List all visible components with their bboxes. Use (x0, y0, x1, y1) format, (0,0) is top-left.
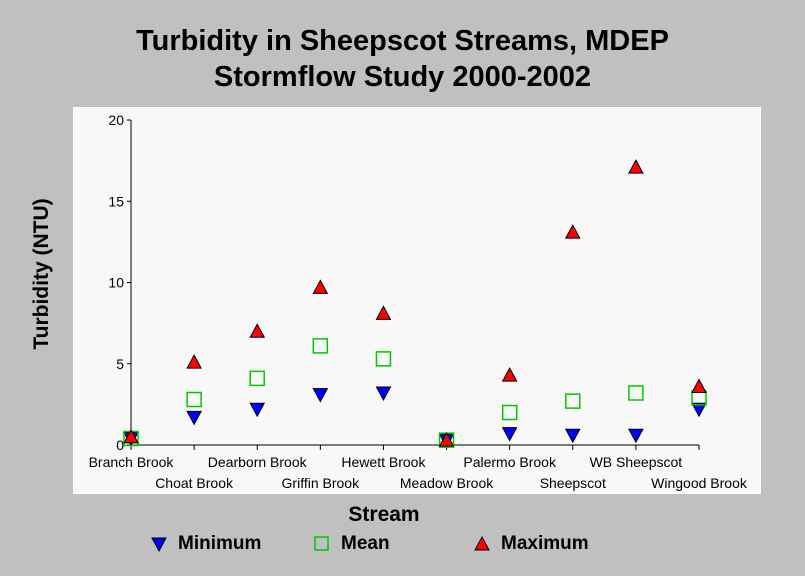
x-tick-label: Dearborn Brook (208, 454, 308, 470)
minimum-point (375, 386, 392, 402)
chart-title: Turbidity in Sheepscot Streams, MDEP (136, 25, 669, 57)
legend-label-minimum: Minimum (178, 533, 262, 554)
mean-point (501, 404, 518, 421)
x-tick-label: Choat Brook (155, 475, 234, 491)
mean-point (565, 393, 581, 409)
legend-item-minimum: Minimum (150, 532, 280, 558)
minimum-point (628, 428, 644, 444)
minimum-point (186, 410, 202, 426)
legend-item-mean: Mean (313, 532, 413, 558)
maximum-marker-icon (474, 535, 490, 551)
chart-subtitle: Stormflow Study 2000-2002 (213, 61, 592, 93)
x-axis-label: Stream (348, 503, 420, 526)
maximum-point (438, 432, 455, 447)
x-tick-label: Meadow Brook (400, 475, 494, 491)
maximum-point (312, 279, 329, 294)
minimum-point (691, 402, 707, 418)
maximum-point (123, 428, 139, 444)
minimum-point (249, 402, 266, 418)
legend-label-maximum: Maximum (501, 533, 589, 554)
mean-point (375, 351, 392, 367)
mean-point (186, 391, 202, 408)
maximum-point (375, 305, 392, 320)
mean-point (628, 385, 644, 401)
mean-point (312, 338, 329, 354)
mean-marker-icon (314, 536, 329, 551)
x-tick-label: WB Sheepscot (590, 454, 683, 470)
minimum-point (564, 428, 581, 444)
x-tick-label: Sheepscot (540, 475, 606, 491)
y-tick-label: 20 (108, 112, 124, 128)
maximum-point (691, 378, 707, 393)
minimum-marker-icon (151, 537, 167, 553)
mean-point (249, 370, 265, 387)
y-tick-label: 5 (116, 356, 124, 372)
legend-label-mean: Mean (341, 533, 390, 554)
x-tick-label: Palermo Brook (463, 454, 557, 470)
y-axis-label: Turbidity (NTU) (30, 198, 53, 350)
minimum-point (501, 427, 518, 442)
maximum-point (564, 224, 581, 239)
x-tick-label: Branch Brook (89, 454, 175, 470)
maximum-point (501, 367, 518, 382)
x-tick-label: Griffin Brook (282, 475, 361, 491)
x-tick-label: Wingood Brook (651, 475, 748, 491)
maximum-point (249, 323, 266, 338)
maximum-point (628, 159, 644, 174)
x-tick-label: Hewett Brook (341, 454, 426, 470)
minimum-point (312, 388, 329, 403)
legend-item-maximum: Maximum (473, 532, 613, 558)
maximum-point (186, 354, 202, 369)
y-tick-label: 10 (108, 275, 124, 291)
y-tick-label: 0 (116, 437, 124, 453)
plot-area (73, 107, 761, 494)
y-tick-label: 15 (108, 193, 124, 209)
